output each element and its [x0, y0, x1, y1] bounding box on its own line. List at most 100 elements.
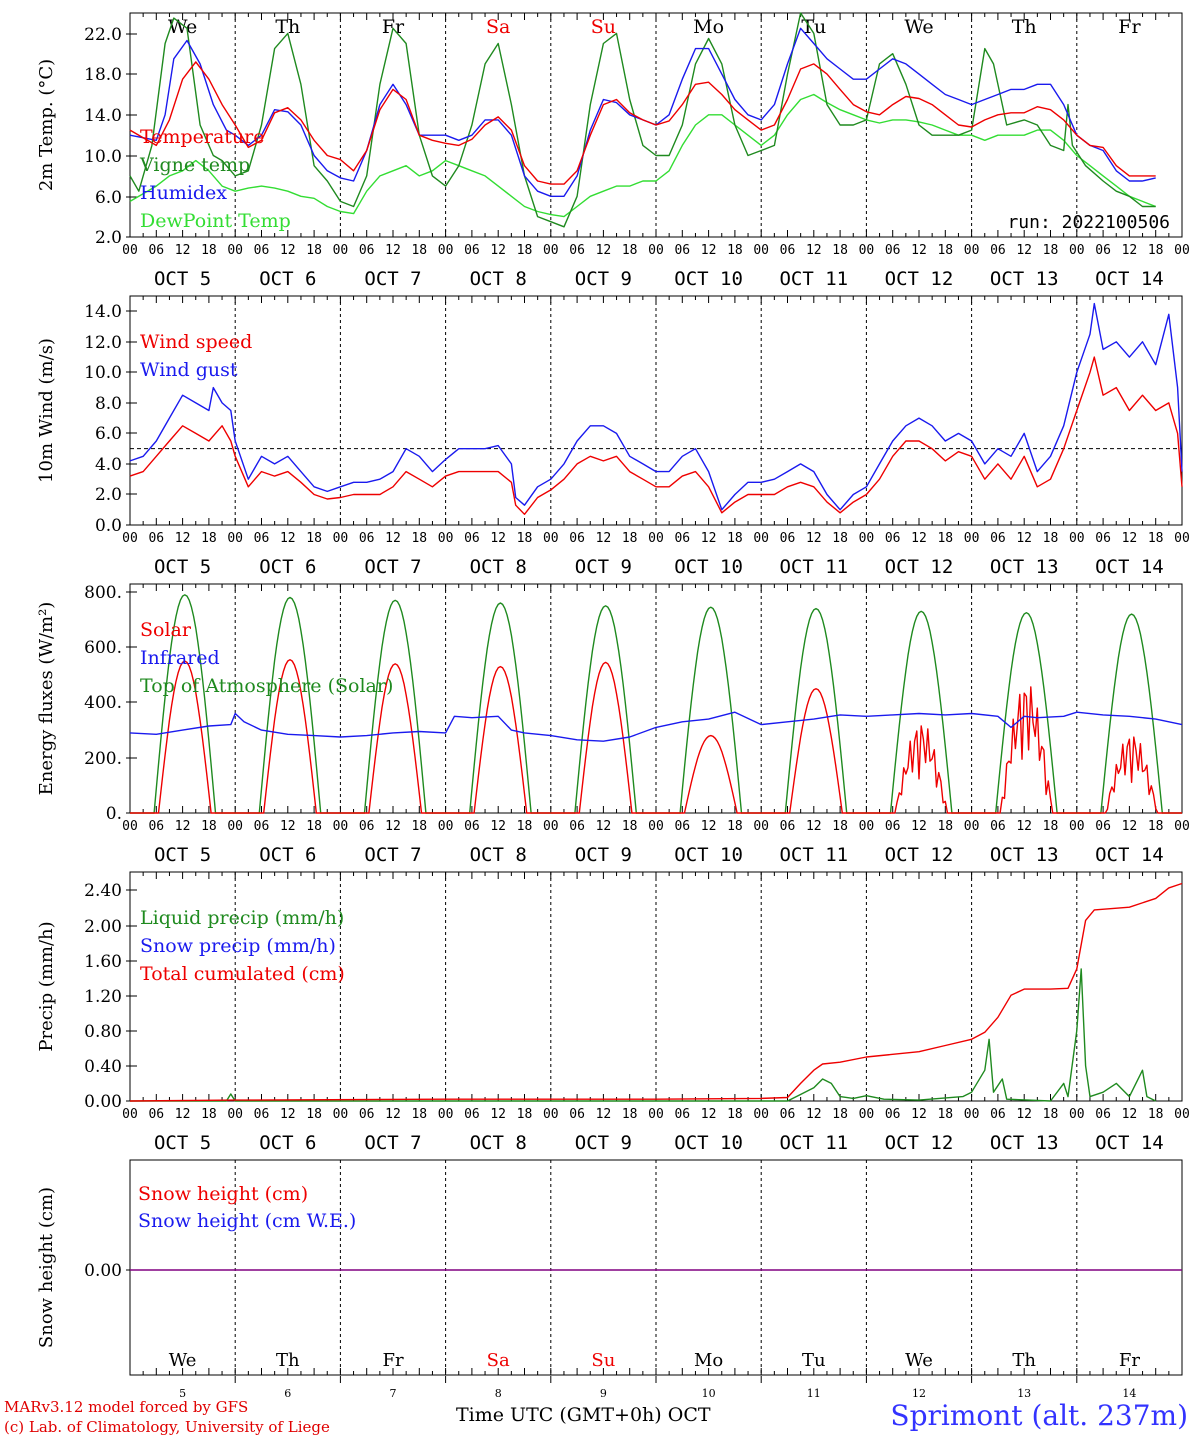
energy-hour-label: 06 [674, 819, 690, 834]
wind-hour-label: 06 [990, 531, 1006, 546]
temperature-hour-label: 18 [517, 243, 533, 258]
precip-date-label: OCT 6 [259, 1132, 316, 1154]
wind-date-label: OCT 13 [990, 556, 1059, 578]
temperature-date-label: OCT 7 [364, 268, 421, 290]
energy-ytick-label: 800. [84, 583, 122, 603]
temperature-date-label: OCT 5 [154, 268, 211, 290]
precip-hour-label: 12 [806, 1107, 822, 1122]
wind-date-label: OCT 12 [885, 556, 954, 578]
wind-hour-label: 00 [438, 531, 454, 546]
precip-hour-label: 06 [885, 1107, 901, 1122]
temperature-hour-label: 00 [753, 243, 769, 258]
solar-day [971, 686, 1077, 814]
wind-hour-label: 18 [937, 531, 953, 546]
precip-hour-label: 00 [753, 1107, 769, 1122]
toa-solar-day [445, 602, 551, 814]
energy-ytick-label: 0. [106, 804, 122, 824]
wind-hour-label: 00 [227, 531, 243, 546]
wind-hour-label: 12 [596, 531, 612, 546]
energy-date-label: OCT 6 [259, 844, 316, 866]
precip-hour-label: 06 [359, 1107, 375, 1122]
wind-hour-label: 00 [543, 531, 559, 546]
energy-hour-label: 00 [753, 819, 769, 834]
precip-panel: 0.00 0.40 0.80 1.20 1.60 2.00 2.40 Precip (mm/h… [36, 871, 1190, 1154]
energy-legend-1: Infrared [140, 647, 220, 669]
wind-panel: 0.0 2.0 4.0 6.0 8.0 10.0 12.0 14.0 10m Wind (m/s… [36, 295, 1190, 578]
temperature-date-label: OCT 8 [470, 268, 527, 290]
temperature-hour-label: 12 [1016, 243, 1032, 258]
energy-hour-label: 00 [122, 819, 138, 834]
energy-hour-label: 00 [1174, 819, 1190, 834]
temperature-hour-label: 18 [201, 243, 217, 258]
energy-hour-label: 18 [727, 819, 743, 834]
energy-date-label: OCT 5 [154, 844, 211, 866]
energy-date-label: OCT 7 [364, 844, 421, 866]
energy-hour-label: 12 [385, 819, 401, 834]
precip-hour-label: 00 [859, 1107, 875, 1122]
bottom-weekday-label: Th [1012, 1350, 1036, 1371]
bottom-weekday-label: Su [591, 1350, 615, 1371]
wind-hour-label: 00 [859, 531, 875, 546]
energy-hour-label: 18 [306, 819, 322, 834]
temperature-ytick-label: 14.0 [84, 106, 122, 126]
precip-hour-label: 18 [201, 1107, 217, 1122]
wind-hour-label: 18 [727, 531, 743, 546]
precip-ylabel: Precip (mm/h) [36, 921, 57, 1051]
precip-date-label: OCT 8 [470, 1132, 527, 1154]
wind-ytick-label: 10.0 [84, 363, 122, 383]
temperature-hour-label: 12 [911, 243, 927, 258]
wind-date-label: OCT 5 [154, 556, 211, 578]
energy-hour-label: 12 [175, 819, 191, 834]
bottom-day-number: 7 [390, 1387, 397, 1400]
weekday-label: We [168, 16, 197, 38]
wind-hour-label: 06 [780, 531, 796, 546]
temperature-ylabel: 2m Temp. (°C) [36, 59, 57, 191]
temperature-ytick-label: 6.0 [95, 188, 122, 208]
precip-ytick-label: 0.80 [84, 1022, 122, 1042]
solar-day [866, 725, 972, 814]
solar-day [235, 659, 341, 814]
weekday-label: Su [591, 16, 616, 38]
bottom-weekday-label: We [905, 1350, 933, 1371]
energy-hour-label: 00 [859, 819, 875, 834]
precip-hour-label: 18 [622, 1107, 638, 1122]
wind-hour-label: 00 [122, 531, 138, 546]
wind-date-label: OCT 14 [1095, 556, 1164, 578]
bottom-day-number: 11 [807, 1387, 821, 1400]
temperature-hour-label: 06 [359, 243, 375, 258]
wind-gust-line [129, 302, 1183, 511]
precip-hour-label: 00 [543, 1107, 559, 1122]
wind-hour-label: 12 [1122, 531, 1138, 546]
wind-hour-label: 06 [569, 531, 585, 546]
precip-hour-label: 12 [385, 1107, 401, 1122]
precip-hour-label: 00 [122, 1107, 138, 1122]
wind-hour-label: 12 [911, 531, 927, 546]
liquid-precip-line [130, 968, 1157, 1102]
energy-hour-label: 18 [1148, 819, 1164, 834]
temperature-hour-label: 00 [1069, 243, 1085, 258]
temperature-hour-label: 12 [1122, 243, 1138, 258]
energy-date-label: OCT 12 [885, 844, 954, 866]
precip-date-label: OCT 5 [154, 1132, 211, 1154]
precip-hour-label: 18 [1148, 1107, 1164, 1122]
energy-hour-label: 18 [517, 819, 533, 834]
energy-hour-label: 18 [1043, 819, 1059, 834]
precip-hour-label: 06 [148, 1107, 164, 1122]
precip-hour-label: 18 [937, 1107, 953, 1122]
bottom-day-number: 13 [1017, 1387, 1031, 1400]
precip-hour-label: 12 [175, 1107, 191, 1122]
temp-series-1 [129, 12, 1156, 228]
precip-date-label: OCT 12 [885, 1132, 954, 1154]
energy-hour-label: 00 [438, 819, 454, 834]
precip-hour-label: 00 [648, 1107, 664, 1122]
energy-hour-label: 06 [254, 819, 270, 834]
bottom-day-number: 10 [702, 1387, 716, 1400]
wind-hour-label: 18 [306, 531, 322, 546]
energy-hour-label: 18 [411, 819, 427, 834]
precip-date-label: OCT 11 [779, 1132, 848, 1154]
toa-solar-day [761, 607, 867, 814]
energy-hour-label: 06 [780, 819, 796, 834]
temperature-hour-label: 12 [490, 243, 506, 258]
precip-hour-label: 18 [517, 1107, 533, 1122]
precip-hour-label: 18 [727, 1107, 743, 1122]
